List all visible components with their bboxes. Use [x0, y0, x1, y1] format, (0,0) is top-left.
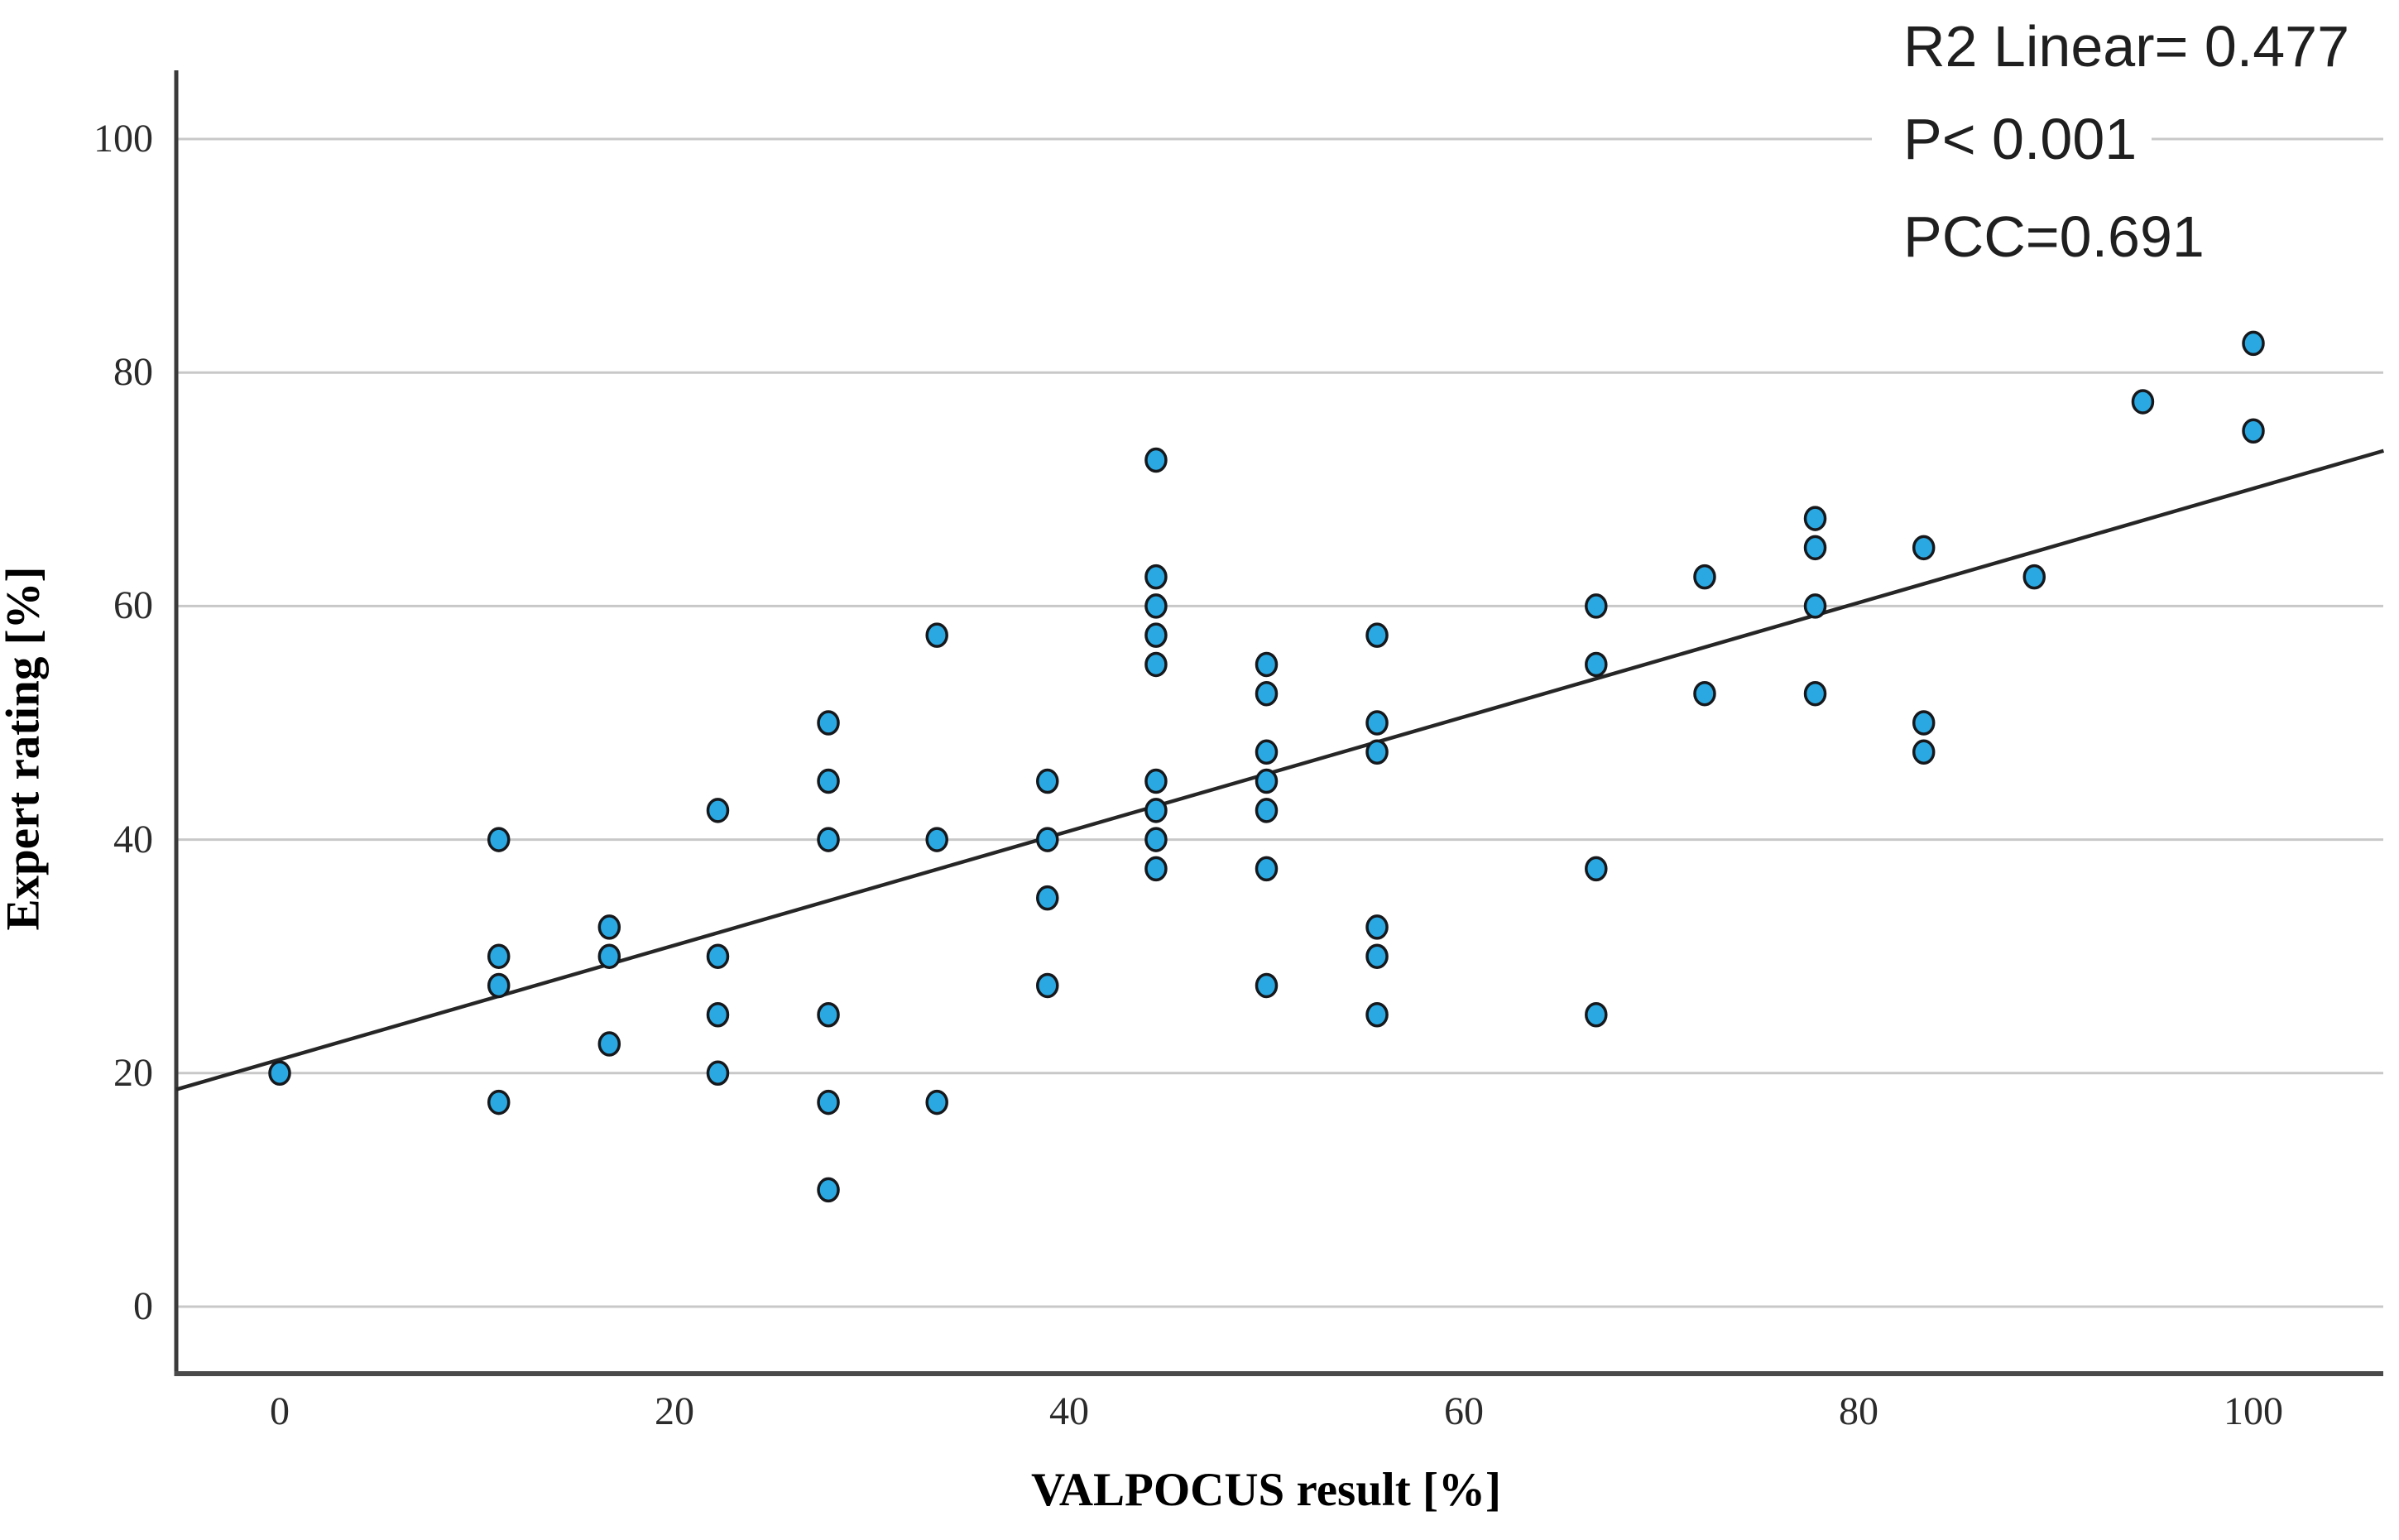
data-point — [1036, 827, 1059, 852]
data-point — [487, 827, 511, 852]
p-value-annotation: P< 0.001 — [1872, 104, 2152, 174]
data-point — [1255, 768, 1279, 794]
data-point — [487, 943, 511, 969]
data-point — [1144, 651, 1168, 678]
data-point — [1036, 885, 1059, 911]
r2-annotation: R2 Linear= 0.477 — [1872, 12, 2365, 81]
y-tick-label-80: 80 — [113, 350, 153, 395]
data-point — [597, 943, 621, 969]
data-point — [1144, 593, 1168, 619]
data-point — [1255, 972, 1279, 999]
data-point — [2131, 389, 2155, 415]
y-tick-label-20: 20 — [113, 1050, 153, 1095]
y-tick-label-100: 100 — [94, 117, 153, 161]
data-point — [925, 622, 948, 648]
data-point — [487, 972, 511, 999]
x-tick-label-100: 100 — [2224, 1389, 2283, 1433]
data-point — [1255, 739, 1279, 765]
data-point — [1255, 651, 1279, 678]
data-point — [1912, 739, 1936, 765]
y-tick-label-40: 40 — [113, 817, 153, 861]
data-point — [1365, 622, 1389, 648]
data-point — [1585, 1002, 1608, 1028]
data-point — [1803, 506, 1827, 531]
data-point — [1693, 680, 1716, 707]
data-point — [1365, 914, 1389, 940]
data-point — [1585, 593, 1608, 619]
data-point — [1255, 680, 1279, 707]
data-point — [1036, 972, 1059, 999]
x-tick-label-0: 0 — [270, 1389, 290, 1433]
data-point — [706, 1060, 730, 1087]
regression-line — [175, 449, 2385, 1091]
data-point — [1365, 739, 1389, 765]
data-point — [1255, 856, 1279, 882]
data-point — [597, 914, 621, 940]
data-point — [925, 1089, 948, 1115]
data-point — [1365, 943, 1389, 969]
data-point — [1803, 593, 1827, 619]
data-point — [1036, 768, 1059, 794]
x-tick-label-80: 80 — [1839, 1389, 1878, 1433]
data-point — [487, 1089, 511, 1115]
data-point — [817, 1089, 840, 1115]
data-point — [706, 798, 730, 823]
data-point — [706, 943, 730, 969]
data-point — [2242, 330, 2265, 357]
data-point — [1144, 768, 1168, 794]
data-point — [1803, 680, 1827, 707]
data-point — [1144, 564, 1168, 590]
data-point — [925, 827, 948, 852]
data-point — [1144, 798, 1168, 823]
data-point — [1693, 564, 1716, 590]
x-tick-label-20: 20 — [655, 1389, 694, 1433]
data-point — [817, 827, 840, 852]
data-point — [597, 1031, 621, 1057]
data-point — [1255, 798, 1279, 823]
data-point — [1803, 535, 1827, 561]
data-point — [817, 1002, 840, 1028]
data-point — [1144, 827, 1168, 852]
y-tick-label-0: 0 — [133, 1284, 153, 1328]
x-axis-title: VALPOCUS result [%] — [1031, 1464, 1501, 1516]
data-point — [1144, 622, 1168, 648]
data-point — [1365, 710, 1389, 736]
data-point — [1365, 1002, 1389, 1028]
data-point — [268, 1060, 291, 1087]
y-axis-title: Expert rating [%] — [0, 566, 50, 931]
data-point — [1912, 710, 1936, 736]
y-tick-label-60: 60 — [113, 583, 153, 628]
data-point — [706, 1002, 730, 1028]
pcc-annotation: PCC=0.691 — [1872, 202, 2219, 271]
data-point — [2242, 418, 2265, 444]
x-tick-label-60: 60 — [1444, 1389, 1484, 1433]
x-tick-label-40: 40 — [1049, 1389, 1089, 1433]
data-point — [1585, 856, 1608, 882]
data-point — [1144, 447, 1168, 473]
data-point — [817, 1177, 840, 1203]
data-point — [1144, 856, 1168, 882]
data-point — [2022, 564, 2046, 590]
data-point — [1912, 535, 1936, 561]
data-point — [817, 768, 840, 794]
data-point — [817, 710, 840, 736]
data-point — [1585, 651, 1608, 678]
